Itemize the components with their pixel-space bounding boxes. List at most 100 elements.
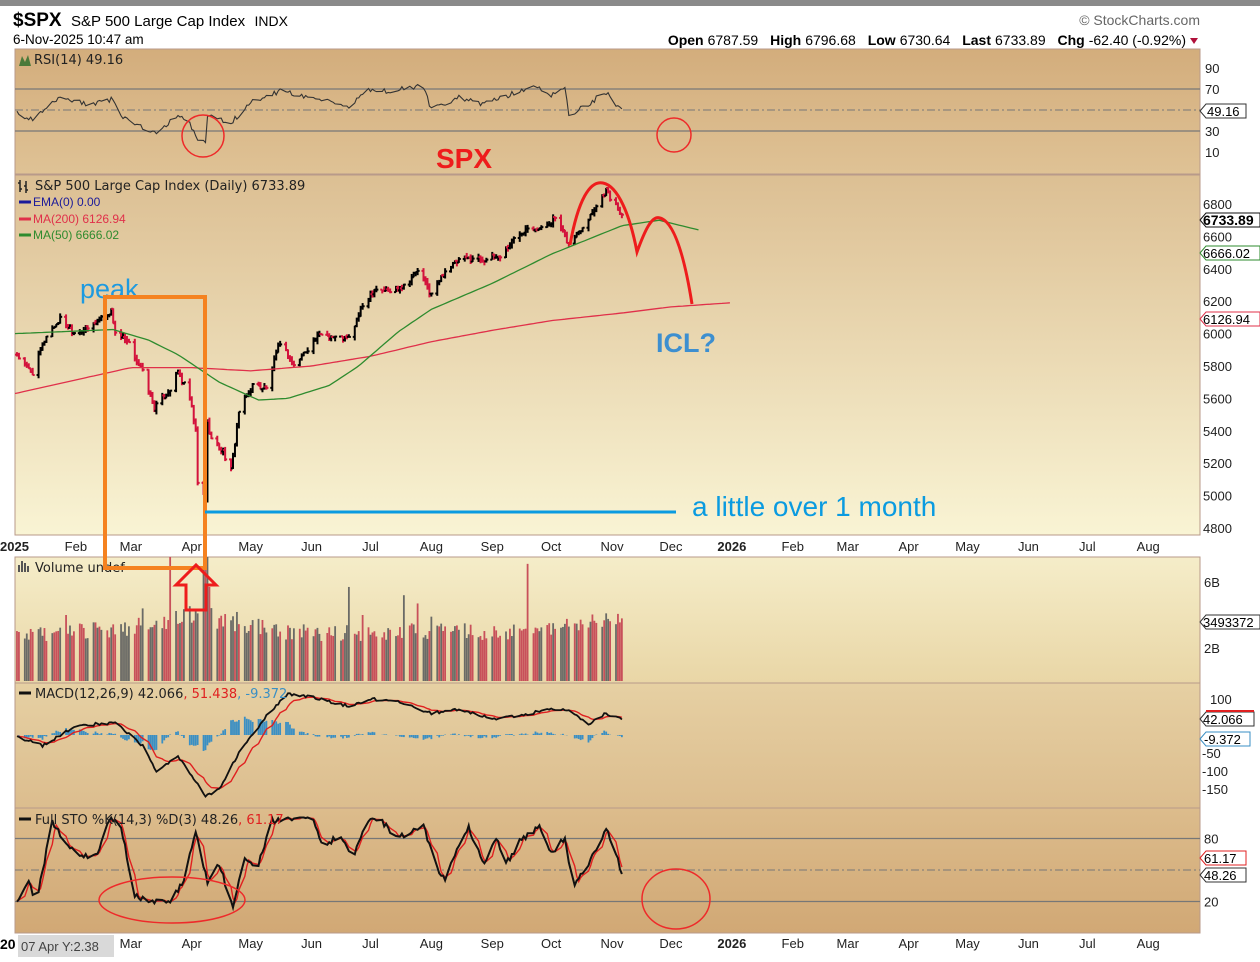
svg-text:6666.02: 6666.02: [1203, 246, 1250, 261]
macd-histogram-bar: [470, 735, 472, 737]
macd-histogram-bar: [55, 731, 57, 735]
volume-bar: [250, 625, 252, 681]
macd-histogram-bar: [124, 735, 126, 740]
volume-bar: [191, 623, 193, 681]
date-axis-label: 2026: [717, 539, 746, 554]
volume-bar: [330, 635, 332, 681]
volume-bar: [114, 634, 116, 681]
volume-bar: [444, 626, 446, 681]
volume-bar: [42, 636, 44, 681]
bottom-date-axis-label: Oct: [541, 936, 562, 951]
macd-histogram-bar: [525, 733, 527, 735]
macd-histogram-bar: [485, 735, 487, 737]
price-axis-label: 6800: [1203, 197, 1232, 212]
volume-bar: [540, 627, 542, 681]
sto-d-legend: , 61.17: [238, 813, 283, 828]
volume-bar: [468, 634, 470, 681]
bottom-date-axis-label: Jul: [1079, 936, 1096, 951]
price-axis-label: 5600: [1203, 391, 1232, 406]
volume-bar: [411, 623, 413, 681]
volume-bar: [415, 633, 417, 681]
volume-axis-label: 6B: [1204, 575, 1220, 590]
rsi-axis-label: 70: [1205, 82, 1219, 97]
down-triangle-icon: [1190, 38, 1198, 44]
volume-bar: [301, 637, 303, 681]
volume-bar: [537, 628, 539, 681]
volume-bar: [362, 615, 364, 681]
price-axis-label: 4800: [1203, 521, 1232, 536]
volume-bar: [248, 631, 250, 681]
volume-bar: [67, 634, 69, 681]
volume-bar: [287, 625, 289, 681]
volume-bar: [485, 638, 487, 681]
macd-histogram-bar: [305, 734, 307, 735]
macd-histogram-bar: [493, 735, 495, 737]
bottom-date-axis-label: May: [955, 936, 980, 951]
stockcharts-link[interactable]: © StockCharts.com: [1079, 12, 1200, 28]
date-axis-label: Jun: [301, 539, 322, 554]
macd-histogram-bar: [415, 735, 417, 738]
volume-bar: [527, 564, 529, 681]
svg-text:6733.89: 6733.89: [1203, 212, 1254, 228]
volume-bar: [621, 618, 623, 681]
volume-bar: [44, 628, 46, 681]
macd-histogram-bar: [83, 731, 85, 735]
ma200-value-tag: 6126.94: [1200, 312, 1260, 327]
volume-bar: [189, 606, 191, 681]
ma50-legend: MA(50) 6666.02: [33, 228, 119, 242]
macd-histogram-bar: [236, 722, 238, 735]
volume-bar: [348, 587, 350, 681]
macd-signal-legend: , 51.438: [183, 687, 237, 702]
macd-histogram-bar: [42, 735, 44, 740]
macd-histogram-bar: [368, 732, 370, 735]
volume-bar: [617, 614, 619, 681]
macd-histogram-bar: [181, 735, 183, 736]
macd-histogram-bar: [605, 732, 607, 735]
volume-bar: [183, 609, 185, 681]
volume-bar: [423, 637, 425, 681]
volume-bar: [519, 629, 521, 681]
macd-histogram-bar: [354, 735, 356, 736]
volume-bar: [218, 618, 220, 681]
volume-bar: [497, 638, 499, 681]
volume-bar: [271, 628, 273, 681]
volume-bar: [607, 619, 609, 681]
peak-annotation: peak: [80, 274, 139, 304]
macd-histogram-bar: [344, 735, 346, 736]
macd-histogram-bar: [287, 722, 289, 735]
volume-bar: [303, 624, 305, 681]
date-axis-label: Aug: [420, 539, 443, 554]
macd-histogram-bar: [417, 735, 419, 738]
macd-histogram-bar: [519, 734, 521, 735]
macd-histogram-bar: [619, 735, 621, 736]
volume-bar: [285, 639, 287, 681]
date-axis-label: Jun: [1018, 539, 1039, 554]
volume-bar: [409, 625, 411, 681]
volume-bar: [165, 629, 167, 681]
volume-bar: [112, 624, 114, 681]
volume-bar: [340, 641, 342, 681]
macd-legend-value: MACD(12,26,9) 42.066: [35, 687, 183, 702]
last-price-tag: 6733.89: [1200, 212, 1260, 228]
macd-histogram-bar: [340, 735, 342, 737]
bottom-date-axis-label: Mar: [837, 936, 860, 951]
volume-bar: [307, 628, 309, 681]
date-axis-label: 2025: [0, 539, 29, 554]
volume-bar: [197, 613, 199, 681]
ma200-legend: MA(200) 6126.94: [33, 212, 126, 226]
symbol: $SPX: [13, 10, 62, 31]
volume-bar: [590, 622, 592, 681]
volume-bar: [450, 632, 452, 681]
macd-histogram-bar: [491, 735, 493, 738]
macd-histogram-bar: [505, 734, 507, 735]
volume-bar: [177, 624, 179, 681]
bottom-date-axis-label: Aug: [1137, 936, 1160, 951]
macd-histogram-bar: [154, 735, 156, 750]
open-label: Open: [668, 32, 704, 48]
bottom-date-axis-label: Apr: [899, 936, 920, 951]
last-value: 6733.89: [995, 32, 1046, 48]
volume-bar: [523, 629, 525, 681]
volume-bar: [211, 608, 213, 681]
volume-bar: [401, 638, 403, 681]
volume-bar: [425, 635, 427, 681]
